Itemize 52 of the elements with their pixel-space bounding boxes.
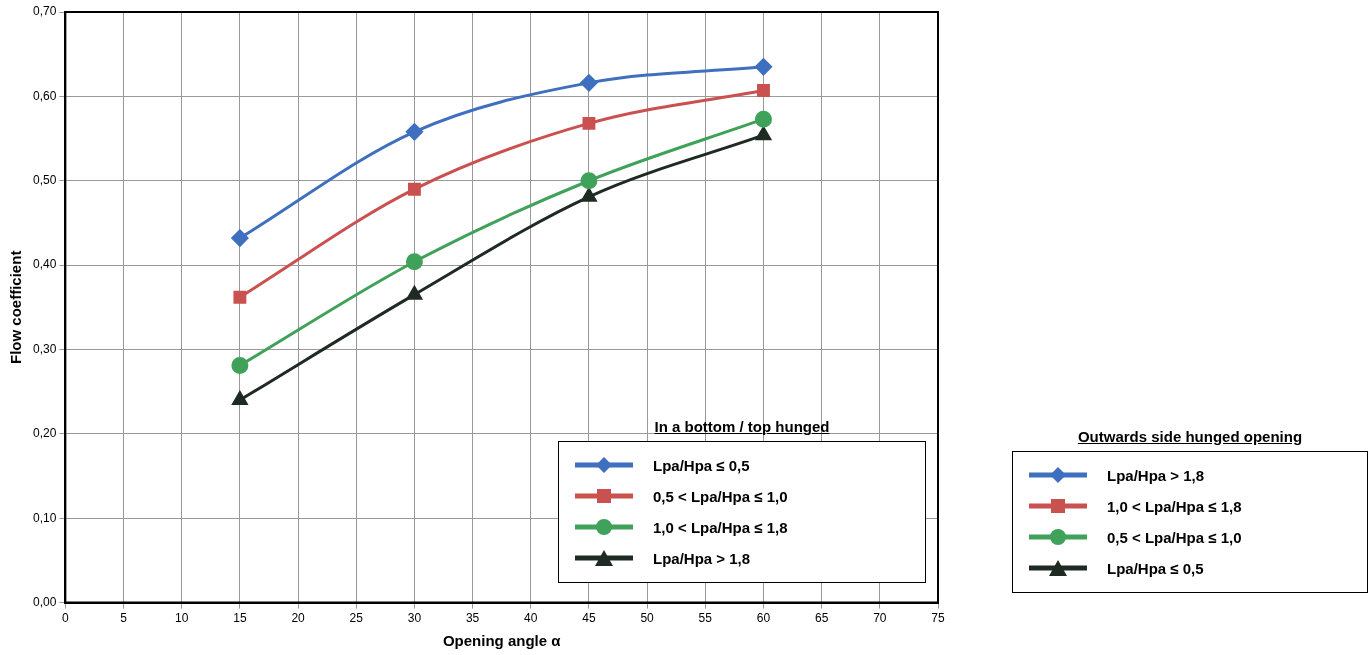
x-tick-label: 55 [698, 611, 713, 626]
point [405, 253, 423, 271]
point [232, 391, 248, 406]
y-tick-label: 0,70 [33, 4, 57, 19]
x-tick-label: 65 [814, 611, 829, 626]
x-tick-label: 20 [291, 611, 306, 626]
legend-label: Lpa/Hpa > 1,8 [653, 549, 751, 567]
text: Lpa/Hpa > 1,8 [1107, 466, 1205, 484]
x-tick-label: 5 [120, 611, 128, 626]
x-tick-label: 10 [175, 611, 189, 626]
point [231, 357, 249, 375]
y-tick-label: 0,20 [33, 426, 57, 441]
x-tick-label: 60 [756, 611, 771, 626]
y-tick-label: 0,40 [33, 257, 57, 272]
text: 1,0 < Lpa/Hpa ≤ 1,8 [1107, 497, 1242, 515]
text: 0,5 < Lpa/Hpa ≤ 1,0 [1107, 528, 1242, 546]
x-tick-label: 45 [582, 611, 596, 626]
legend-title: In a bottom / top hunged [653, 417, 831, 435]
text: Outwards side hunged opening [1076, 427, 1304, 445]
x-axis-title: Opening angle α [442, 632, 562, 650]
legend-label: Lpa/Hpa ≤ 0,5 [653, 456, 750, 474]
x-tick-label: 50 [640, 611, 655, 626]
point [231, 229, 249, 247]
x-tick-label: 75 [931, 611, 945, 626]
point [580, 74, 598, 92]
point [755, 126, 772, 141]
legend-label: 1,0 < Lpa/Hpa ≤ 1,8 [653, 518, 788, 536]
point [580, 172, 598, 190]
x-tick-label: 40 [524, 611, 538, 626]
point [582, 116, 596, 130]
point [405, 123, 423, 141]
text: Lpa/Hpa ≤ 0,5 [1107, 559, 1204, 577]
point [407, 182, 421, 196]
x-tick-label: 35 [465, 611, 480, 626]
point [581, 188, 597, 202]
x-tick-label: 15 [233, 611, 247, 626]
legend-label: 0,5 < Lpa/Hpa ≤ 1,0 [653, 487, 788, 505]
x-tick-label: 0 [62, 611, 70, 626]
x-tick-label: 70 [873, 611, 887, 626]
y-tick-label: 0,00 [33, 594, 57, 609]
point [754, 110, 772, 128]
y-tick-label: 0,10 [33, 510, 57, 525]
y-tick-label: 0,60 [33, 88, 57, 103]
x-tick-label: 30 [407, 611, 422, 626]
y-tick-label: 0,50 [33, 173, 57, 188]
y-tick-label: 0,30 [33, 341, 57, 356]
point [757, 84, 770, 97]
y-axis-title: Flow coefficient [7, 250, 25, 364]
point [233, 290, 247, 304]
point [406, 286, 422, 300]
point [754, 58, 772, 76]
x-tick-label: 25 [349, 611, 364, 626]
